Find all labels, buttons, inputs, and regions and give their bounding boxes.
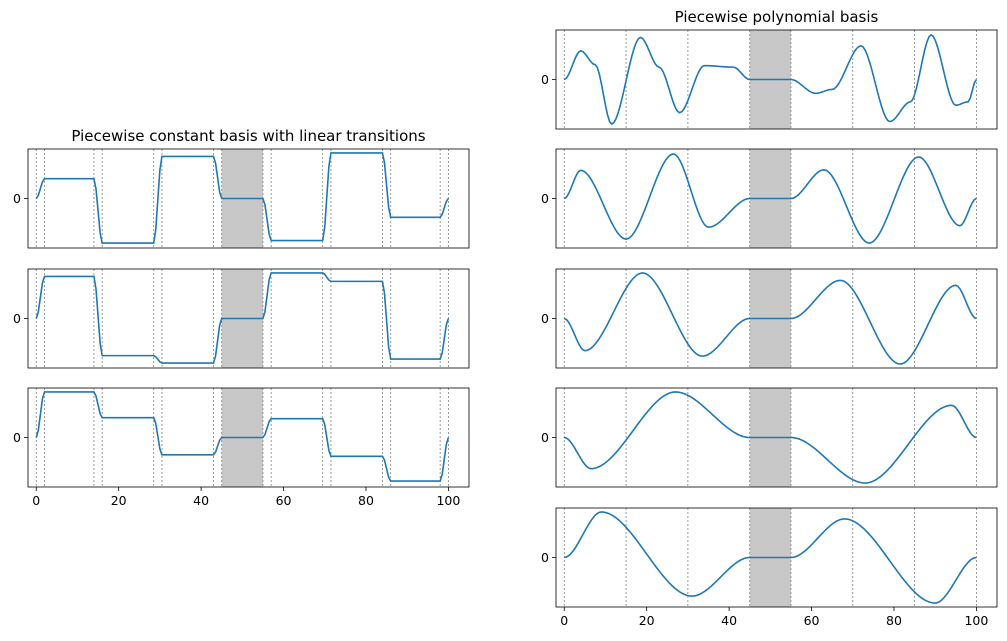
right-panel-5-ytick-label-0: 0 — [541, 550, 549, 565]
right-panel-5-xtick-label-2: 40 — [721, 613, 737, 628]
left-panel-3-xtick-label-0: 0 — [32, 493, 40, 508]
left-panel-2-axes: 0 — [13, 268, 470, 369]
left-panel-3-xtick-label-1: 20 — [111, 493, 127, 508]
right-panel-1-axes: 0 — [541, 29, 998, 130]
right-panel-4-axes: 0 — [541, 387, 998, 488]
right-panel-3-ytick-label-0: 0 — [541, 311, 549, 326]
right-panel-5-series-line — [564, 511, 977, 604]
right-panel-2-axes: 0 — [541, 148, 998, 249]
right-panel-2-ytick-label-0: 0 — [541, 191, 549, 206]
right-panel-3-series-line — [563, 272, 977, 365]
left-panel-1-axes: 0 — [13, 148, 470, 249]
right-panel-5-xtick-label-5: 100 — [964, 613, 988, 628]
right-panel-5-xtick-label-0: 0 — [560, 613, 568, 628]
left-panel-1-series-line — [35, 152, 450, 244]
left-panel-3-xtick-label-5: 100 — [436, 493, 460, 508]
right-panel-5-axes: 0 0 20 40 60 80 100 — [541, 507, 998, 628]
left-panel-2-series-line — [35, 272, 450, 364]
right-panel-1-ytick-label-0: 0 — [541, 72, 549, 87]
left-panel-3-xtick-label-3: 60 — [276, 493, 292, 508]
right-panel-5-xtick-label-3: 60 — [804, 613, 820, 628]
right-panel-4-ytick-label-0: 0 — [541, 430, 549, 445]
right-panel-4-series-line — [564, 391, 977, 484]
left-panel-3-series-line — [35, 391, 450, 482]
right-panel-title: Piecewise polynomial basis — [675, 8, 879, 26]
right-panel-3-axes: 0 — [541, 268, 998, 369]
left-panel-2-ytick-label-0: 0 — [13, 311, 21, 326]
left-panel-1-ytick-label-0: 0 — [13, 191, 21, 206]
left-panel-title: Piecewise constant basis with linear tra… — [71, 127, 425, 145]
left-panel-3-ytick-label-0: 0 — [13, 430, 21, 445]
left-panel-3-xtick-label-2: 40 — [193, 493, 209, 508]
right-panel-5-xtick-label-4: 80 — [886, 613, 902, 628]
right-panel-2-series-line — [563, 153, 977, 244]
right-panel-1-series-line — [563, 33, 978, 126]
right-panel-5-xtick-label-1: 20 — [639, 613, 655, 628]
left-panel-3-xtick-label-4: 80 — [358, 493, 374, 508]
left-panel-3-axes: 0 0 20 40 60 80 100 — [13, 387, 470, 508]
